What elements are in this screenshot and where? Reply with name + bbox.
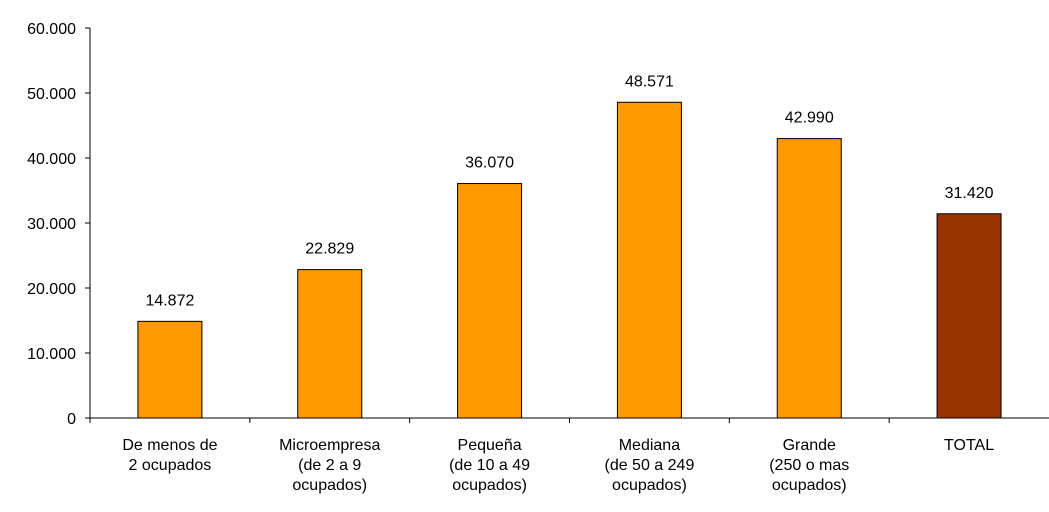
data-label: 31.420 (945, 185, 994, 202)
category-label: (de 50 a 249 (604, 457, 694, 474)
bar (936, 213, 1002, 419)
category-label: (de 10 a 49 (449, 457, 530, 474)
y-tick-label: 10.000 (27, 346, 76, 363)
data-label: 48.571 (625, 73, 674, 90)
y-tick-label: 20.000 (27, 281, 76, 298)
category-label: Pequeña (458, 437, 522, 454)
bar (137, 320, 203, 419)
data-label: 22.829 (305, 241, 354, 258)
category-label: (250 o mas (769, 457, 849, 474)
y-tick-label: 0 (67, 411, 76, 428)
category-label: TOTAL (944, 437, 994, 454)
category-label: Grande (783, 437, 836, 454)
category-label: ocupados) (452, 477, 527, 494)
category-label: ocupados) (292, 477, 367, 494)
category-label: 2 ocupados (129, 457, 212, 474)
y-tick-label: 60.000 (27, 21, 76, 38)
data-label: 14.872 (145, 292, 194, 309)
y-tick-label: 40.000 (27, 151, 76, 168)
data-label: 42.990 (785, 110, 834, 127)
bar (297, 269, 363, 419)
category-label: (de 2 a 9 (298, 457, 361, 474)
bar (457, 183, 523, 419)
category-label: ocupados) (772, 477, 847, 494)
category-label: Mediana (619, 437, 680, 454)
category-label: ocupados) (612, 477, 687, 494)
data-label: 36.070 (465, 155, 514, 172)
category-label: De menos de (122, 437, 217, 454)
y-tick-label: 50.000 (27, 86, 76, 103)
y-tick-label: 30.000 (27, 216, 76, 233)
bar (776, 138, 842, 419)
category-label: Microempresa (279, 437, 380, 454)
bar (616, 101, 682, 419)
